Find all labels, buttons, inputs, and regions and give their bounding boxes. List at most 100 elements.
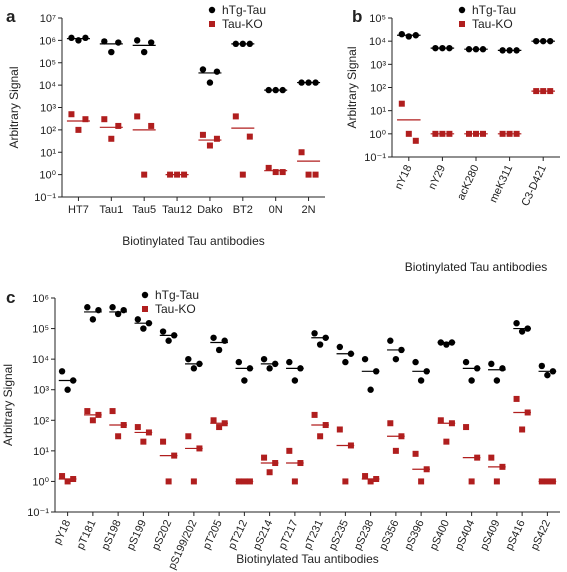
legend-label: hTg-Tau bbox=[472, 3, 516, 17]
point bbox=[538, 362, 546, 370]
x-axis-label: Biotinylated Tau antibodies bbox=[122, 234, 265, 248]
x-axis-label: Biotinylated Tau antibodies bbox=[405, 260, 548, 274]
point bbox=[279, 169, 286, 176]
point bbox=[115, 433, 122, 440]
y-tick-label: 10⁵ bbox=[369, 13, 386, 25]
point bbox=[101, 116, 108, 123]
point bbox=[342, 478, 349, 485]
y-tick-label: 10² bbox=[33, 415, 49, 427]
point bbox=[58, 368, 66, 375]
y-axis-label: Arbitrary Signal bbox=[345, 46, 359, 128]
point bbox=[101, 38, 108, 45]
point bbox=[398, 30, 405, 38]
y-tick-label: 10³ bbox=[370, 59, 386, 71]
legend-marker bbox=[142, 306, 148, 312]
legend-marker bbox=[208, 6, 216, 14]
point bbox=[518, 328, 526, 335]
point bbox=[75, 126, 82, 133]
point bbox=[417, 377, 425, 384]
x-tick-label: pS409 bbox=[478, 518, 502, 552]
x-tick-label: C3-D421 bbox=[519, 163, 548, 208]
point bbox=[109, 408, 116, 415]
point bbox=[462, 358, 470, 366]
point bbox=[405, 33, 412, 40]
x-tick-label: BT2 bbox=[233, 204, 253, 216]
legend-label: Tau-KO bbox=[222, 17, 263, 31]
point bbox=[232, 113, 239, 120]
point bbox=[140, 325, 147, 332]
point bbox=[160, 438, 167, 445]
legend-label: Tau-KO bbox=[155, 302, 196, 316]
point bbox=[361, 355, 369, 363]
point bbox=[367, 386, 374, 393]
x-tick-label: pS198 bbox=[100, 518, 124, 552]
point bbox=[108, 48, 115, 56]
point bbox=[336, 426, 343, 433]
point bbox=[165, 478, 172, 485]
point bbox=[59, 473, 66, 480]
point bbox=[82, 116, 89, 123]
point bbox=[141, 171, 148, 178]
point bbox=[84, 408, 91, 415]
point bbox=[305, 171, 312, 178]
point bbox=[418, 478, 425, 485]
point bbox=[190, 478, 197, 485]
point bbox=[412, 137, 419, 144]
point bbox=[488, 360, 495, 368]
point bbox=[463, 424, 470, 431]
x-tick-label: Dako bbox=[197, 204, 223, 216]
point bbox=[140, 438, 147, 445]
point bbox=[216, 424, 223, 431]
point bbox=[443, 438, 450, 445]
x-tick-label: pS235 bbox=[327, 518, 351, 552]
x-tick-label: pS396 bbox=[403, 518, 427, 552]
point bbox=[398, 100, 405, 107]
point bbox=[493, 478, 500, 485]
point bbox=[108, 135, 115, 142]
point bbox=[316, 341, 324, 348]
x-tick-label: Tau1 bbox=[99, 204, 123, 216]
y-tick-label: 10⁴ bbox=[39, 80, 56, 92]
point bbox=[210, 417, 217, 424]
y-tick-label: 10⁷ bbox=[40, 13, 56, 25]
legend-marker bbox=[141, 291, 149, 299]
x-tick-label: nY29 bbox=[426, 163, 448, 191]
point bbox=[159, 328, 167, 335]
point bbox=[367, 478, 374, 485]
point bbox=[342, 358, 349, 366]
x-tick-label: nY18 bbox=[393, 163, 415, 191]
point bbox=[199, 66, 207, 73]
y-tick-label: 10⁰ bbox=[32, 476, 49, 488]
x-tick-label: pS214 bbox=[251, 518, 275, 552]
point bbox=[513, 319, 520, 327]
legend-label: hTg-Tau bbox=[155, 288, 199, 302]
point bbox=[148, 122, 155, 129]
x-tick-label: meK311 bbox=[487, 163, 515, 204]
point bbox=[64, 386, 71, 393]
point bbox=[165, 337, 172, 344]
point bbox=[392, 355, 400, 363]
point bbox=[241, 377, 248, 384]
point bbox=[317, 433, 324, 440]
x-axis-label: Biotinylated Tau antibodies bbox=[236, 552, 379, 566]
point bbox=[311, 330, 318, 337]
point bbox=[437, 417, 444, 424]
point bbox=[468, 377, 475, 384]
point bbox=[286, 358, 293, 366]
panel-letter: c bbox=[6, 288, 15, 307]
point bbox=[206, 142, 213, 149]
y-tick-label: 10³ bbox=[33, 385, 49, 397]
point bbox=[64, 478, 71, 485]
x-tick-label: pS202 bbox=[150, 518, 174, 552]
point bbox=[134, 113, 141, 120]
x-tick-label: 0N bbox=[269, 204, 283, 216]
x-tick-label: pT217 bbox=[277, 518, 301, 551]
point bbox=[412, 450, 419, 457]
point bbox=[82, 34, 89, 42]
point bbox=[115, 122, 122, 129]
panel-letter: b bbox=[352, 7, 362, 26]
point bbox=[109, 304, 116, 311]
y-tick-label: 10² bbox=[370, 83, 386, 95]
point bbox=[89, 316, 97, 323]
point bbox=[311, 411, 318, 418]
